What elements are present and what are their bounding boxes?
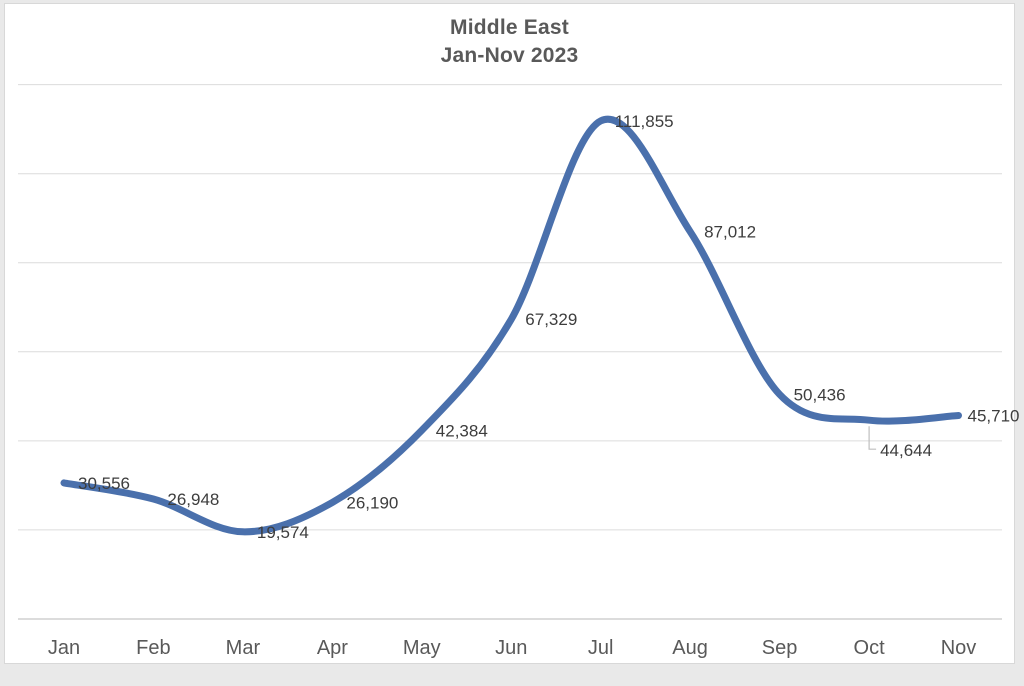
leader-line — [868, 426, 877, 450]
month-label: May — [403, 637, 441, 659]
month-label: Apr — [317, 637, 348, 659]
value-label: 50,436 — [794, 385, 846, 404]
value-label: 26,190 — [346, 493, 398, 512]
month-label: Aug — [672, 637, 708, 659]
month-label: Feb — [136, 637, 170, 659]
month-label: Sep — [762, 637, 798, 659]
value-label: 111,855 — [615, 112, 674, 131]
value-label: 19,574 — [257, 523, 309, 542]
month-label: Jan — [48, 637, 80, 659]
month-label: Jul — [588, 637, 614, 659]
value-label: 42,384 — [436, 421, 488, 440]
month-label: Nov — [941, 637, 977, 659]
value-label: 45,710 — [968, 407, 1020, 426]
value-label: 26,948 — [167, 490, 219, 509]
value-label: 30,556 — [78, 474, 130, 493]
value-label: 87,012 — [704, 223, 756, 242]
value-label: 44,644 — [880, 441, 932, 460]
value-label: 67,329 — [525, 310, 577, 329]
month-label: Mar — [226, 637, 261, 659]
series-line — [60, 115, 962, 536]
month-label: Oct — [854, 637, 886, 659]
month-label: Jun — [495, 637, 527, 659]
